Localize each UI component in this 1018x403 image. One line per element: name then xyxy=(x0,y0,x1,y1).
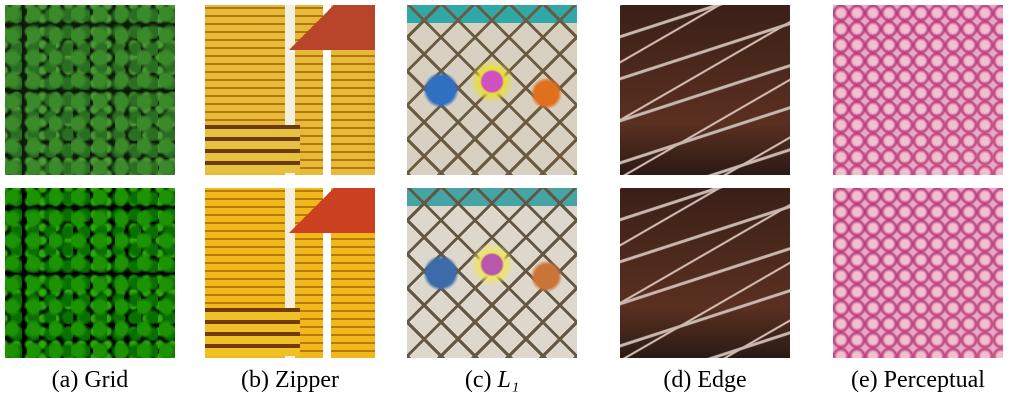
panel-image xyxy=(205,188,375,358)
panel-image xyxy=(620,188,790,358)
panel-image xyxy=(407,5,577,175)
caption-tag: (d) xyxy=(663,367,691,393)
caption-name: Perceptual xyxy=(884,367,985,393)
caption-tag: (b) xyxy=(241,367,269,393)
caption: (b) Zipper xyxy=(185,362,395,398)
caption-tag: (e) xyxy=(851,367,878,393)
panel-image xyxy=(620,5,790,175)
caption-name: L₁ xyxy=(497,367,519,393)
panel-image xyxy=(205,5,375,175)
caption: (a) Grid xyxy=(0,362,195,398)
caption: (e) Perceptual xyxy=(813,362,1018,398)
caption-name: Zipper xyxy=(275,367,339,393)
caption-name: Edge xyxy=(697,367,746,393)
panel-image xyxy=(407,188,577,358)
panel-image xyxy=(5,5,175,175)
caption: (d) Edge xyxy=(600,362,810,398)
panel-image xyxy=(5,188,175,358)
figure: (a) Grid(b) Zipper(c) L₁(d) Edge(e) Perc… xyxy=(0,0,1018,403)
caption-tag: (c) xyxy=(465,367,492,393)
caption: (c) L₁ xyxy=(387,362,597,398)
panel-image xyxy=(833,5,1003,175)
caption-tag: (a) xyxy=(52,367,79,393)
caption-name: Grid xyxy=(84,367,128,393)
panel-image xyxy=(833,188,1003,358)
